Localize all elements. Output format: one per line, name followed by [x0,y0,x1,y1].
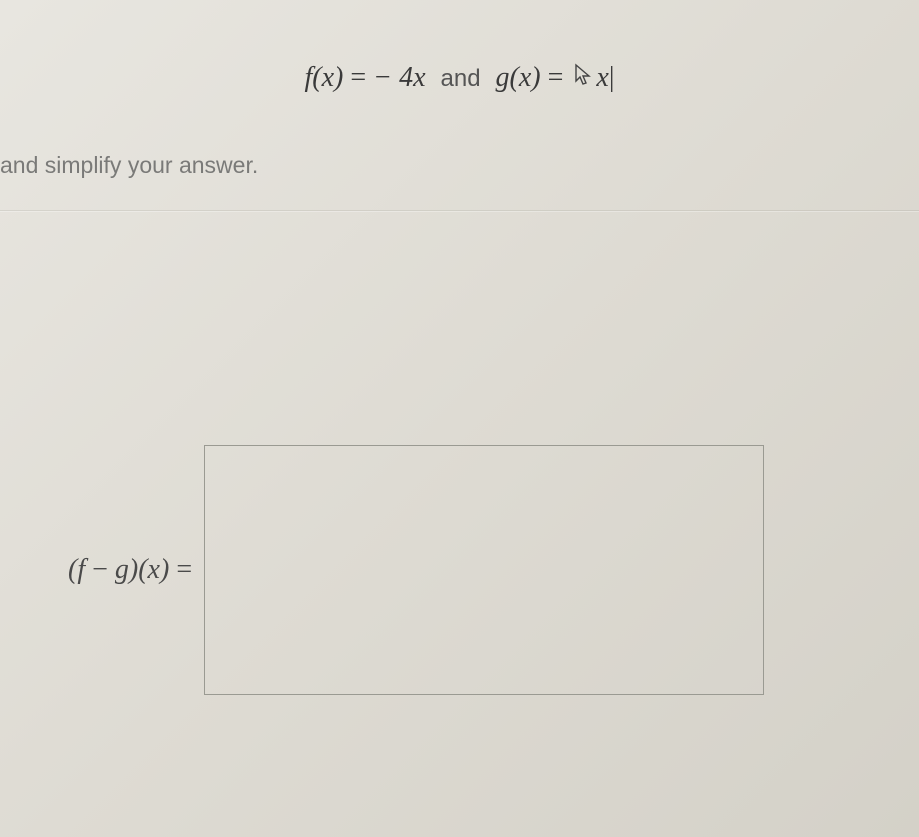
f-rhs: − 4x [373,62,425,93]
label-open-paren: ( [68,554,77,585]
answer-label: (f − g)(x) = [68,554,192,586]
label-close-paren: ) [129,554,138,585]
problem-equation: f(x) = − 4x and g(x) = x| [0,62,919,97]
g-arg: (x) [510,62,541,93]
label-arg: (x) [138,554,169,585]
f-arg: (x) [312,62,343,93]
label-g: g [115,554,129,585]
label-minus: − [85,554,115,585]
and-word: and [441,65,481,92]
g-rhs: x [596,62,608,93]
answer-row: (f − g)(x) = [68,445,764,695]
label-f: f [77,554,85,585]
section-divider [0,210,919,211]
instruction-text: and simplify your answer. [0,152,258,179]
answer-input[interactable] [204,445,764,695]
label-eq: = [169,554,192,585]
eq-sign-1: = [343,62,373,93]
g-label: g [496,62,510,93]
eq-sign-2: = [541,62,571,93]
cursor-icon [574,63,596,97]
text-cursor-bar: | [609,62,615,93]
